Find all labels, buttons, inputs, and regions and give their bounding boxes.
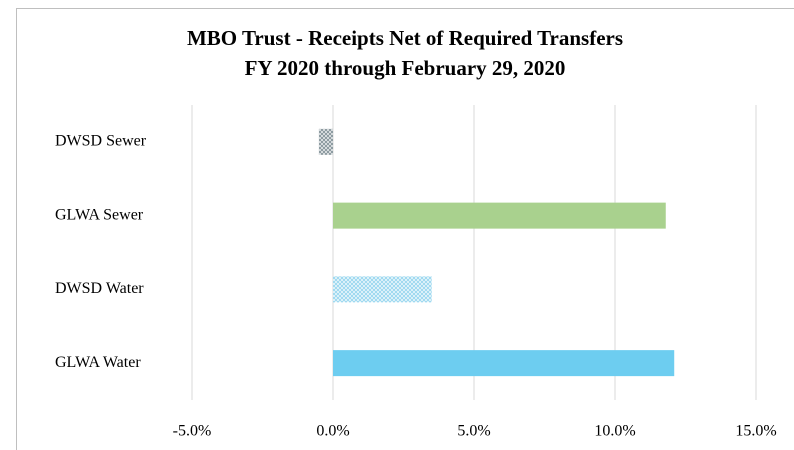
chart-title: MBO Trust - Receipts Net of Required Tra… — [187, 26, 623, 50]
y-tick-label: GLWA Water — [55, 354, 141, 371]
x-tick-label: 0.0% — [316, 423, 349, 440]
bar — [318, 128, 333, 155]
bar — [333, 276, 432, 303]
bar — [333, 202, 666, 229]
y-tick-label: GLWA Sewer — [55, 206, 144, 223]
x-tick-label: 5.0% — [457, 423, 490, 440]
y-tick-label: DWSD Water — [55, 280, 144, 297]
chart-frame — [16, 8, 794, 450]
x-tick-label: 10.0% — [594, 423, 635, 440]
chart-subtitle: FY 2020 through February 29, 2020 — [245, 56, 566, 80]
y-tick-label: DWSD Sewer — [55, 133, 147, 150]
x-tick-label: 15.0% — [735, 423, 776, 440]
bar — [333, 350, 675, 377]
x-tick-label: -5.0% — [173, 423, 212, 440]
